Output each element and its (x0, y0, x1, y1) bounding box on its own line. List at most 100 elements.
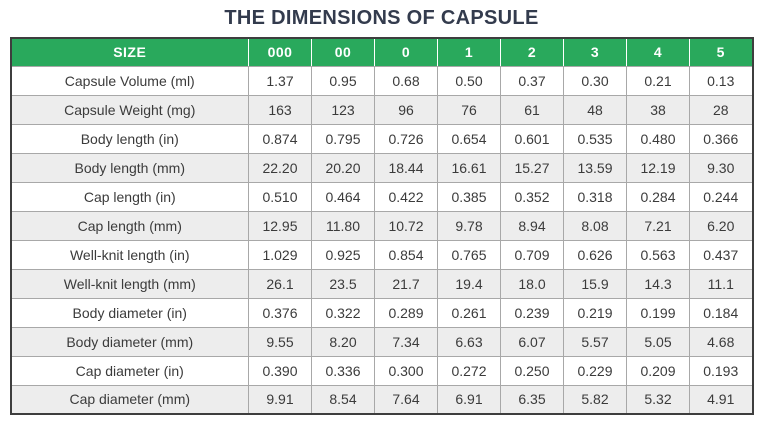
table-cell: 20.20 (311, 152, 375, 183)
table-cell: 7.64 (374, 384, 438, 415)
table-cell: 4.91 (689, 384, 753, 415)
table-cell: 0.437 (689, 239, 753, 270)
table-cell: 0.709 (500, 239, 564, 270)
table-cell: 15.27 (500, 152, 564, 183)
capsule-dimensions-table: SIZE 000 00 0 1 2 3 4 5 Capsule Volume (ml) 1.37 0… (9, 37, 754, 415)
table-cell: 18.44 (374, 152, 438, 183)
table-cell: 0.366 (689, 123, 753, 154)
table-cell: 7.34 (374, 326, 438, 357)
column-header-size-0: 0 (374, 37, 438, 67)
table-cell: 0.193 (689, 355, 753, 386)
table-cell: 0.21 (626, 65, 690, 96)
table-cell: 8.54 (311, 384, 375, 415)
table-cell: 16.61 (437, 152, 501, 183)
table-cell: 7.21 (626, 210, 690, 241)
column-header-size: SIZE (10, 37, 249, 67)
table-cell: 28 (689, 94, 753, 125)
table-cell: 11.1 (689, 268, 753, 299)
row-label: Well-knit length (mm) (10, 268, 249, 299)
table-cell: 4.68 (689, 326, 753, 357)
table-cell: 0.37 (500, 65, 564, 96)
table-cell: 0.318 (563, 181, 627, 212)
row-label: Well-knit length (in) (10, 239, 249, 270)
table-row: Body diameter (in) 0.376 0.322 0.289 0.261 0.… (10, 297, 753, 328)
table-cell: 21.7 (374, 268, 438, 299)
table-cell: 96 (374, 94, 438, 125)
table-cell: 0.95 (311, 65, 375, 96)
table-cell: 8.94 (500, 210, 564, 241)
capsule-dimensions-page: THE DIMENSIONS OF CAPSULE SIZE 000 00 0 1 2 3 4… (0, 7, 763, 437)
column-header-size-3: 3 (563, 37, 627, 67)
table-cell: 123 (311, 94, 375, 125)
table-cell: 6.07 (500, 326, 564, 357)
table-row: Body length (mm) 22.20 20.20 18.44 16.61 15.2… (10, 152, 753, 183)
table-cell: 14.3 (626, 268, 690, 299)
table-cell: 6.63 (437, 326, 501, 357)
column-header-size-4: 4 (626, 37, 690, 67)
table-cell: 6.91 (437, 384, 501, 415)
table-cell: 0.250 (500, 355, 564, 386)
table-cell: 18.0 (500, 268, 564, 299)
row-label: Body length (in) (10, 123, 249, 154)
table-row: Cap diameter (in) 0.390 0.336 0.300 0.272 0.2… (10, 355, 753, 386)
table-cell: 0.626 (563, 239, 627, 270)
row-label: Body diameter (mm) (10, 326, 249, 357)
table-cell: 0.219 (563, 297, 627, 328)
table-cell: 0.726 (374, 123, 438, 154)
table-cell: 8.20 (311, 326, 375, 357)
table-cell: 5.57 (563, 326, 627, 357)
table-cell: 12.95 (248, 210, 312, 241)
table-cell: 0.239 (500, 297, 564, 328)
table-cell: 19.4 (437, 268, 501, 299)
table-cell: 6.20 (689, 210, 753, 241)
page-title: THE DIMENSIONS OF CAPSULE (224, 7, 539, 29)
table-cell: 0.352 (500, 181, 564, 212)
table-row: Cap length (in) 0.510 0.464 0.422 0.385 0.352… (10, 181, 753, 212)
table-cell: 0.30 (563, 65, 627, 96)
row-label: Capsule Weight (mg) (10, 94, 249, 125)
table-cell: 0.244 (689, 181, 753, 212)
table-cell: 0.376 (248, 297, 312, 328)
table-cell: 0.765 (437, 239, 501, 270)
table-cell: 12.19 (626, 152, 690, 183)
table-cell: 38 (626, 94, 690, 125)
row-label: Cap diameter (mm) (10, 384, 249, 415)
table-row: Body length (in) 0.874 0.795 0.726 0.654 0.60… (10, 123, 753, 154)
table-cell: 0.229 (563, 355, 627, 386)
table-cell: 0.68 (374, 65, 438, 96)
table-cell: 0.272 (437, 355, 501, 386)
table-cell: 0.925 (311, 239, 375, 270)
column-header-size-000: 000 (248, 37, 312, 67)
table-cell: 9.55 (248, 326, 312, 357)
table-cell: 1.37 (248, 65, 312, 96)
table-cell: 61 (500, 94, 564, 125)
row-label: Capsule Volume (ml) (10, 65, 249, 96)
table-body: Capsule Volume (ml) 1.37 0.95 0.68 0.50 0.37 0… (10, 65, 753, 415)
table-cell: 0.874 (248, 123, 312, 154)
table-cell: 0.510 (248, 181, 312, 212)
table-cell: 13.59 (563, 152, 627, 183)
table-cell: 0.464 (311, 181, 375, 212)
table-row: Well-knit length (mm) 26.1 23.5 21.7 19.4 18.… (10, 268, 753, 299)
table-row: Cap length (mm) 12.95 11.80 10.72 9.78 8.94 8.… (10, 210, 753, 241)
table-cell: 22.20 (248, 152, 312, 183)
table-cell: 0.795 (311, 123, 375, 154)
table-cell: 5.32 (626, 384, 690, 415)
table-header: SIZE 000 00 0 1 2 3 4 5 (10, 37, 753, 67)
table-cell: 0.385 (437, 181, 501, 212)
table-cell: 0.289 (374, 297, 438, 328)
table-cell: 23.5 (311, 268, 375, 299)
table-cell: 9.30 (689, 152, 753, 183)
row-label: Cap length (mm) (10, 210, 249, 241)
column-header-size-5: 5 (689, 37, 753, 67)
table-cell: 0.300 (374, 355, 438, 386)
table-cell: 76 (437, 94, 501, 125)
table-row: Body diameter (mm) 9.55 8.20 7.34 6.63 6.07 5.… (10, 326, 753, 357)
table-cell: 5.05 (626, 326, 690, 357)
column-header-size-1: 1 (437, 37, 501, 67)
table-cell: 0.854 (374, 239, 438, 270)
table-cell: 8.08 (563, 210, 627, 241)
table-cell: 0.13 (689, 65, 753, 96)
table-row: Cap diameter (mm) 9.91 8.54 7.64 6.91 6.35 5.8… (10, 384, 753, 415)
table-cell: 0.654 (437, 123, 501, 154)
